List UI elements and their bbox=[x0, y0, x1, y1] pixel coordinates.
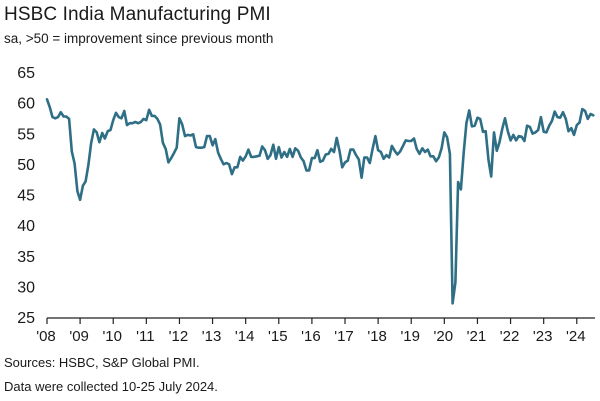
y-tick-label: 50 bbox=[17, 157, 35, 174]
x-tick-label: '08 bbox=[36, 328, 56, 345]
x-tick-label: '09 bbox=[69, 328, 89, 345]
x-tick-label: '21 bbox=[467, 328, 487, 345]
x-tick-label: '12 bbox=[169, 328, 189, 345]
collection-note: Data were collected 10-25 July 2024. bbox=[4, 379, 218, 394]
x-tick-label: '16 bbox=[301, 328, 321, 345]
y-tick-label: 45 bbox=[17, 188, 35, 205]
x-tick-label: '23 bbox=[533, 328, 553, 345]
y-tick-label: 55 bbox=[17, 126, 35, 143]
chart-title: HSBC India Manufacturing PMI bbox=[4, 4, 271, 25]
y-tick-label: 30 bbox=[17, 279, 35, 296]
x-tick-label: '14 bbox=[235, 328, 255, 345]
x-tick-label: '24 bbox=[566, 328, 586, 345]
x-tick-label: '17 bbox=[334, 328, 354, 345]
y-tick-label: 35 bbox=[17, 249, 35, 266]
x-tick-label: '13 bbox=[202, 328, 222, 345]
x-tick-label: '20 bbox=[434, 328, 454, 345]
y-tick-label: 65 bbox=[17, 65, 35, 82]
source-note: Sources: HSBC, S&P Global PMI. bbox=[4, 355, 200, 370]
x-tick-label: '15 bbox=[268, 328, 288, 345]
y-tick-label: 60 bbox=[17, 96, 35, 113]
x-tick-label: '19 bbox=[400, 328, 420, 345]
x-tick-label: '22 bbox=[500, 328, 520, 345]
y-tick-label: 40 bbox=[17, 218, 35, 235]
x-tick-label: '10 bbox=[102, 328, 122, 345]
x-tick-label: '11 bbox=[136, 328, 154, 345]
x-tick-label: '18 bbox=[367, 328, 387, 345]
pmi-series-line bbox=[45, 98, 595, 305]
pmi-line-chart: 25 30 35 40 45 50 55 60 65 '08 '09 '10 '11 '12 '13 '14 '… bbox=[17, 65, 595, 345]
y-tick-label: 25 bbox=[17, 310, 35, 327]
chart-subtitle: sa, >50 = improvement since previous mon… bbox=[4, 31, 274, 46]
